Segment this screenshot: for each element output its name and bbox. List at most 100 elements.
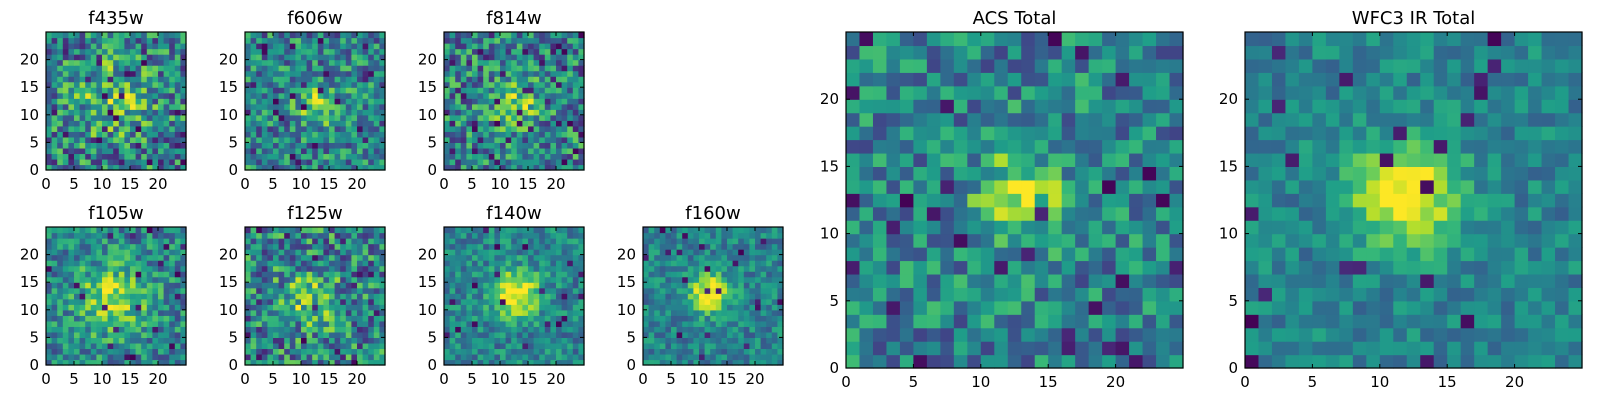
- heatmap-cell: [312, 359, 319, 366]
- x-tick-label: 5: [666, 370, 676, 388]
- heatmap-cell: [74, 331, 81, 338]
- heatmap-cell: [124, 331, 131, 338]
- heatmap-cell: [373, 337, 380, 344]
- heatmap-cell: [488, 298, 495, 305]
- heatmap-cell: [130, 98, 137, 105]
- heatmap-cell: [483, 114, 490, 121]
- heatmap-cell: [118, 120, 125, 127]
- heatmap-cell: [872, 260, 888, 275]
- heatmap-cell: [261, 54, 268, 61]
- heatmap-cell: [152, 282, 159, 289]
- heatmap-cell: [90, 98, 97, 105]
- heatmap-cell: [477, 109, 484, 116]
- heatmap-cell: [96, 37, 103, 44]
- heatmap-cell: [472, 232, 479, 239]
- heatmap-cell: [449, 320, 456, 327]
- heatmap-cell: [379, 298, 386, 305]
- heatmap-cell: [141, 227, 148, 234]
- heatmap-cell: [107, 309, 114, 316]
- heatmap-cell: [671, 293, 678, 300]
- heatmap-cell: [665, 298, 672, 305]
- heatmap-cell: [466, 265, 473, 272]
- heatmap-cell: [1061, 287, 1076, 302]
- heatmap-cell: [340, 260, 347, 267]
- heatmap-cell: [141, 131, 148, 138]
- heatmap-cell: [859, 166, 874, 181]
- heatmap-cell: [107, 164, 114, 171]
- heatmap-cell: [578, 76, 585, 83]
- heatmap-cell: [466, 120, 473, 127]
- heatmap-cell: [449, 249, 456, 256]
- heatmap-cell: [85, 359, 92, 366]
- heatmap-cell: [85, 92, 92, 99]
- heatmap-cell: [74, 136, 81, 143]
- heatmap-cell: [267, 164, 274, 171]
- heatmap-cell: [345, 81, 352, 88]
- heatmap-cell: [505, 282, 512, 289]
- heatmap-cell: [379, 147, 386, 155]
- heatmap-cell: [152, 353, 159, 361]
- heatmap-cell: [146, 320, 153, 327]
- heatmap-cell: [135, 153, 142, 160]
- heatmap-cell: [261, 70, 268, 77]
- heatmap-cell: [96, 81, 103, 88]
- heatmap-cell: [130, 48, 137, 55]
- heatmap-cell: [118, 48, 125, 55]
- heatmap-cell: [135, 348, 142, 355]
- heatmap-cell: [561, 342, 568, 350]
- heatmap-cell: [250, 315, 257, 322]
- heatmap-cell: [245, 232, 252, 239]
- heatmap-cell: [273, 337, 280, 344]
- heatmap-cell: [351, 243, 358, 250]
- heatmap-cell: [301, 65, 308, 72]
- heatmap-cell: [57, 348, 64, 355]
- heatmap-cell: [368, 103, 375, 110]
- heatmap-cell: [1088, 341, 1103, 356]
- heatmap-cell: [1075, 273, 1090, 288]
- heatmap-cell: [665, 342, 672, 350]
- heatmap-cell: [334, 315, 341, 322]
- heatmap-cell: [158, 120, 165, 127]
- heatmap-cell: [180, 298, 187, 305]
- heatmap-cell: [362, 142, 369, 149]
- heatmap-cell: [174, 120, 181, 127]
- heatmap-cell: [152, 304, 159, 311]
- heatmap-cell: [169, 348, 176, 355]
- heatmap-cell: [693, 304, 700, 311]
- heatmap-cell: [57, 37, 64, 44]
- y-tick-label: 20: [20, 51, 39, 69]
- heatmap-cell: [488, 103, 495, 110]
- heatmap-cell: [79, 238, 86, 245]
- heatmap-cell: [539, 147, 546, 155]
- heatmap-cell: [755, 260, 762, 267]
- heatmap-cell: [749, 265, 756, 272]
- heatmap-cell: [130, 315, 137, 322]
- heatmap-cell: [749, 320, 756, 327]
- heatmap-cell: [261, 32, 268, 39]
- heatmap-cell: [124, 227, 131, 234]
- heatmap-cell: [488, 147, 495, 155]
- heatmap-cell: [163, 103, 170, 110]
- heatmap-cell: [85, 353, 92, 361]
- heatmap-cell: [488, 238, 495, 245]
- heatmap-cell: [1061, 273, 1076, 288]
- heatmap-cell: [738, 315, 745, 322]
- heatmap-cell: [169, 326, 176, 333]
- heatmap-cell: [516, 32, 523, 39]
- heatmap-cell: [771, 320, 778, 327]
- heatmap-cell: [152, 227, 159, 234]
- heatmap-cell: [256, 59, 263, 66]
- heatmap-cell: [572, 254, 579, 261]
- heatmap-cell: [561, 265, 568, 272]
- heatmap-cell: [345, 271, 352, 278]
- heatmap-cell: [567, 326, 574, 333]
- heatmap-cell: [505, 120, 512, 127]
- heatmap-cell: [163, 238, 170, 245]
- heatmap-cell: [899, 327, 914, 342]
- heatmap-cell: [379, 103, 386, 110]
- heatmap-cell: [180, 326, 187, 333]
- heatmap-cell: [329, 59, 336, 66]
- heatmap-cell: [323, 120, 330, 127]
- x-tick-label: 15: [120, 370, 139, 388]
- heatmap-cell: [85, 164, 92, 171]
